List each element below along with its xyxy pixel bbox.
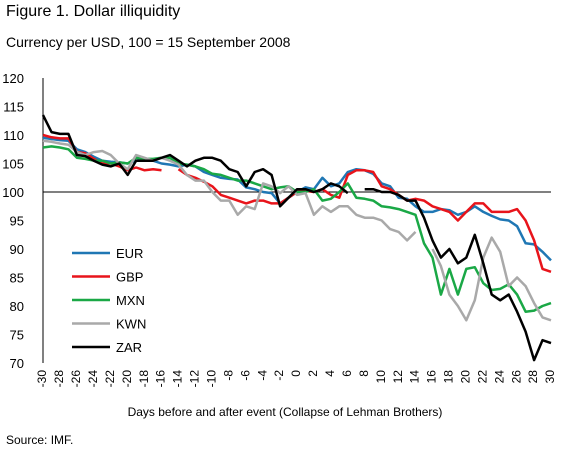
y-tick-label: 85 bbox=[10, 271, 24, 286]
x-tick-label: -8 bbox=[221, 370, 235, 381]
x-tick-label: 20 bbox=[459, 370, 473, 384]
legend-label: GBP bbox=[116, 270, 143, 285]
x-tick-label: 2 bbox=[306, 370, 320, 377]
series-line-kwn bbox=[42, 139, 552, 322]
x-tick-label: 22 bbox=[475, 370, 489, 384]
series-line-eur bbox=[42, 136, 552, 262]
y-tick-label: 90 bbox=[10, 242, 24, 257]
x-tick-label: -18 bbox=[137, 370, 151, 388]
series-layer bbox=[41, 114, 552, 362]
x-tick-label: -16 bbox=[154, 370, 168, 388]
x-tick-label: 24 bbox=[492, 370, 506, 384]
y-tick-label: 70 bbox=[10, 356, 24, 371]
x-tick-label: -24 bbox=[86, 370, 100, 388]
x-tick-label: 6 bbox=[340, 370, 354, 377]
y-tick-label: 80 bbox=[10, 299, 24, 314]
x-tick-label: 14 bbox=[408, 370, 422, 384]
x-tick-label: -28 bbox=[52, 370, 66, 388]
x-tick-label: -14 bbox=[171, 370, 185, 388]
x-tick-label: -4 bbox=[255, 370, 269, 381]
x-tick-label: -10 bbox=[205, 370, 219, 388]
x-tick-label: 4 bbox=[323, 370, 337, 377]
x-tick-label: -30 bbox=[35, 370, 49, 388]
y-tick-label: 100 bbox=[2, 185, 24, 200]
chart-legend: EUR GBP MXN KWN ZAR bbox=[72, 246, 146, 355]
y-tick-label: 120 bbox=[2, 71, 24, 86]
x-tick-label: 30 bbox=[543, 370, 557, 384]
series-line-zar bbox=[41, 114, 552, 362]
x-tick-label: -6 bbox=[238, 370, 252, 381]
x-tick-label: -12 bbox=[188, 370, 202, 388]
x-tick-label: 8 bbox=[357, 370, 371, 377]
x-tick-label: 0 bbox=[289, 370, 303, 377]
y-tick-label: 105 bbox=[2, 157, 24, 172]
x-tick-label: 10 bbox=[374, 370, 388, 384]
legend-label: KWN bbox=[116, 317, 146, 332]
legend-label: MXN bbox=[116, 293, 145, 308]
chart-subtitle: Currency per USD, 100 = 15 September 200… bbox=[6, 34, 291, 50]
x-tick-label: -22 bbox=[103, 370, 117, 388]
y-tick-label: 95 bbox=[10, 214, 24, 229]
x-axis-label: Days before and after event (Collapse of… bbox=[128, 405, 443, 419]
x-tick-label: 16 bbox=[425, 370, 439, 384]
legend-label: ZAR bbox=[116, 340, 142, 355]
x-tick-label: -26 bbox=[69, 370, 83, 388]
x-tick-label: 12 bbox=[391, 370, 405, 384]
x-tick-label: -2 bbox=[272, 370, 286, 381]
x-tick-label: 18 bbox=[442, 370, 456, 384]
series-line-mxn bbox=[42, 145, 552, 313]
x-tick-label: -20 bbox=[120, 370, 134, 388]
x-tick-label: 26 bbox=[509, 370, 523, 384]
y-tick-label: 110 bbox=[3, 128, 24, 143]
source-note: Source: IMF. bbox=[6, 433, 74, 447]
chart-title: Figure 1. Dollar illiquidity bbox=[6, 3, 181, 20]
y-tick-label: 75 bbox=[10, 328, 24, 343]
y-tick-label: 115 bbox=[3, 100, 24, 115]
legend-label: EUR bbox=[116, 246, 143, 261]
x-tick-label: 28 bbox=[526, 370, 540, 384]
